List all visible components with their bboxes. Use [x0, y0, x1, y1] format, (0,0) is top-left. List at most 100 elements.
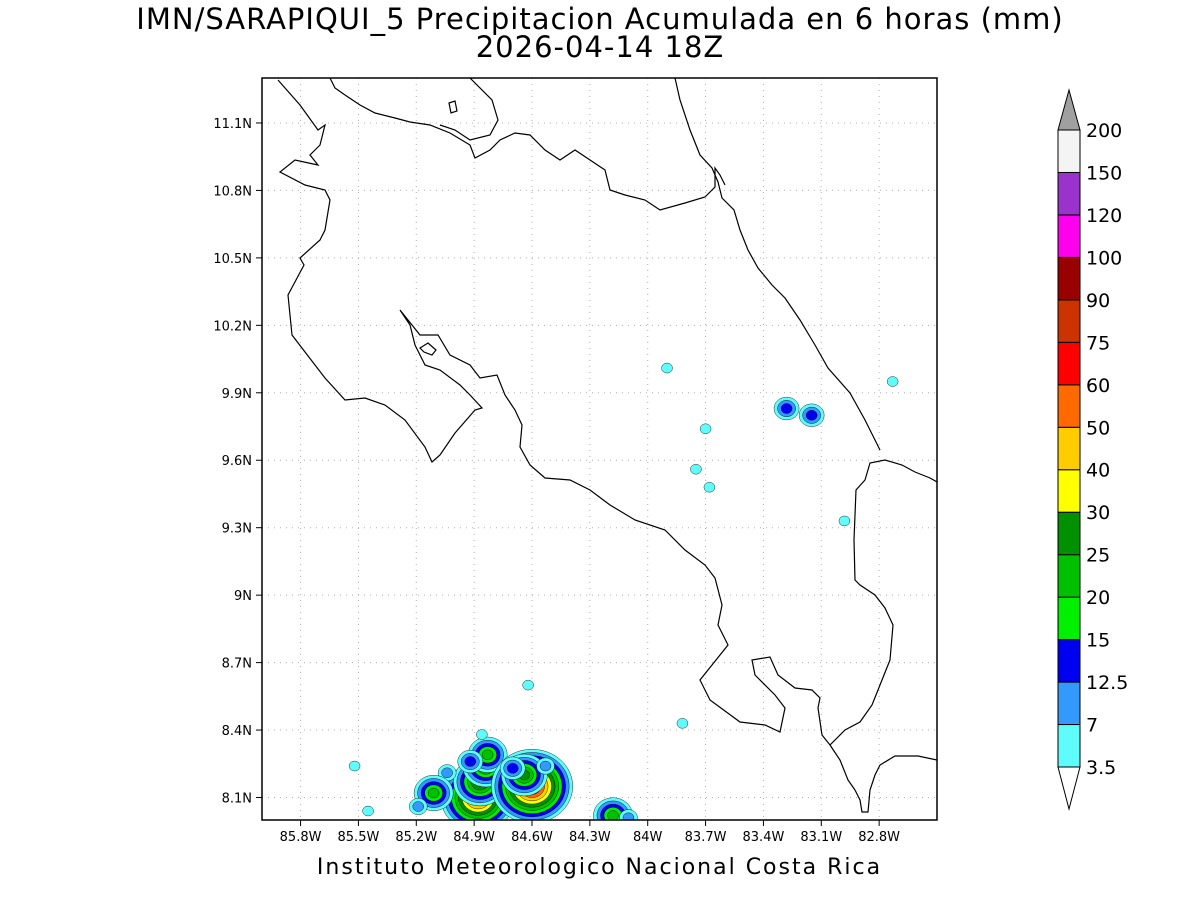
precip-contour — [622, 812, 635, 820]
precip-cell — [773, 396, 800, 421]
peninsula-burica — [829, 744, 856, 791]
precip-cell — [437, 764, 457, 782]
colorbar-swatch — [1057, 426, 1081, 471]
colorbar-level-label: 25 — [1086, 545, 1110, 567]
precip-contour — [539, 760, 552, 772]
lat-tick-label: 10.2N — [213, 319, 252, 334]
lon-tick-label: 83.1W — [800, 830, 842, 845]
map-title-line1: IMN/SARAPIQUI_5 Precipitacion Acumulada … — [136, 2, 1064, 36]
colorbar-level-label: 50 — [1086, 417, 1110, 439]
precip-cell — [536, 757, 555, 775]
colorbar-top-arrow — [1057, 88, 1081, 131]
border-costa-rica-panama — [854, 755, 937, 813]
lat-tick-label: 10.8N — [213, 184, 252, 199]
precip-cell — [362, 805, 374, 817]
precipitation-field — [348, 362, 899, 820]
colorbar-level-label: 90 — [1086, 290, 1110, 312]
colorbar-level-label: 12.5 — [1086, 672, 1128, 694]
precip-contour — [441, 767, 453, 778]
coastline-caribbean — [674, 78, 881, 451]
lat-tick-label: 9.3N — [222, 522, 252, 537]
colorbar-swatch — [1057, 129, 1081, 173]
lat-tick-label: 9.6N — [222, 454, 252, 469]
colorbar-swatch — [1057, 639, 1081, 683]
precip-cell — [499, 756, 526, 780]
lon-tick-label: 85.2W — [395, 830, 437, 845]
precip-contour — [481, 749, 494, 760]
colorbar-level-label: 30 — [1086, 502, 1110, 524]
longitude-axis: 85.8W 85.5W 85.2W 84.9W 84.6W 84.3W 84W 83.7W 83… — [280, 820, 900, 845]
precip-cell — [661, 362, 673, 374]
precip-contour — [607, 810, 619, 820]
precip-contour — [661, 362, 673, 374]
colorbar-swatch — [1057, 596, 1081, 641]
colorbar-swatch — [1057, 171, 1081, 216]
map-title-line2: 2026-04-14 18Z — [475, 30, 725, 64]
lon-tick-label: 85.8W — [280, 830, 322, 845]
precip-cell — [619, 809, 638, 820]
lon-tick-label: 84.6W — [511, 830, 553, 845]
map-gridlines — [262, 78, 937, 820]
precip-contour — [838, 515, 851, 527]
lat-tick-label: 8.1N — [222, 792, 252, 807]
precipitation-colorbar: 3.5 7 12.5 15 20 25 30 40 50 60 75 90 100 120 150 200 — [1057, 88, 1128, 811]
map-frame — [261, 77, 938, 821]
lat-tick-label: 9.9N — [222, 387, 252, 402]
lat-tick-label: 9N — [234, 589, 252, 604]
lon-tick-label: 85.5W — [338, 830, 380, 845]
latitude-axis: 8.1N 8.4N 8.7N 9N 9.3N 9.6N 9.9N 10.2N 10.5N 10.8… — [213, 117, 262, 807]
lat-tick-label: 10.5N — [213, 252, 252, 267]
lon-tick-label: 84W — [633, 830, 663, 845]
precip-contour — [412, 801, 424, 812]
precip-cell — [408, 798, 428, 815]
colorbar-level-label: 3.5 — [1086, 757, 1116, 779]
precip-cell — [798, 403, 825, 427]
lon-tick-label: 82.8W — [858, 830, 900, 845]
lon-tick-label: 84.3W — [569, 830, 611, 845]
colorbar-swatch — [1057, 511, 1081, 556]
islet-north — [448, 100, 458, 114]
colorbar-level-label: 75 — [1086, 332, 1110, 354]
colorbar-level-label: 200 — [1086, 120, 1122, 142]
lat-tick-label: 11.1N — [213, 117, 252, 132]
precip-contour — [522, 679, 534, 691]
colorbar-level-label: 60 — [1086, 375, 1110, 397]
border-costa-rica-nicaragua — [344, 94, 726, 211]
lake-islet — [419, 342, 437, 356]
colorbar-swatch — [1057, 214, 1081, 258]
colorbar-level-label: 100 — [1086, 247, 1122, 269]
credit-footer: Instituto Meteorologico Nacional Costa R… — [316, 855, 883, 880]
colorbar-swatch — [1057, 554, 1081, 598]
precip-contour — [507, 763, 519, 774]
precip-contour — [886, 376, 899, 387]
precip-contour — [348, 760, 361, 772]
lat-tick-label: 8.4N — [222, 724, 252, 739]
border-nicaragua-gulf — [329, 78, 346, 96]
colorbar-swatch — [1057, 724, 1081, 768]
colorbar-level-label: 150 — [1086, 162, 1122, 184]
precip-cell — [413, 775, 454, 812]
precip-contour — [676, 718, 689, 729]
colorbar-swatch — [1057, 469, 1081, 513]
precip-cell — [676, 718, 689, 729]
colorbar-swatch — [1057, 299, 1081, 343]
precip-cell — [476, 729, 488, 740]
precip-contour — [690, 464, 702, 475]
border-north-shore — [439, 78, 499, 141]
precip-cell — [348, 760, 361, 772]
lat-tick-label: 8.7N — [222, 657, 252, 672]
colorbar-level-label: 20 — [1086, 587, 1110, 609]
precip-cell — [886, 376, 899, 387]
colorbar-level-label: 15 — [1086, 630, 1110, 652]
colorbar-level-label: 120 — [1086, 205, 1122, 227]
colorbar-swatch — [1057, 384, 1081, 428]
lon-tick-label: 83.4W — [743, 830, 785, 845]
precip-contour — [362, 805, 374, 817]
precip-cell — [500, 753, 548, 797]
colorbar-swatch — [1057, 256, 1081, 301]
colorbar-level-label: 40 — [1086, 460, 1110, 482]
precip-contour — [780, 403, 793, 414]
precip-contour — [703, 482, 716, 493]
lon-tick-label: 83.7W — [685, 830, 727, 845]
